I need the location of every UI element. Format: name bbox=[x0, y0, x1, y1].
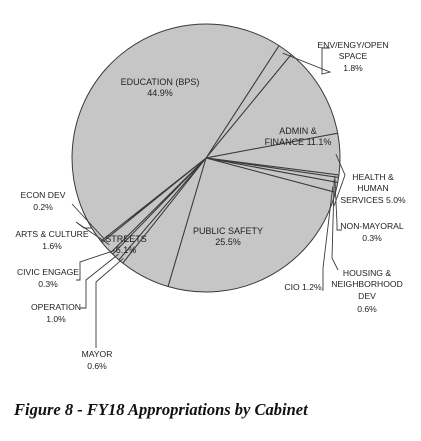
label-econ-value: 0.2% bbox=[33, 202, 53, 212]
leader-line-non-mayoral bbox=[334, 175, 342, 231]
label-nonmayoral-name: NON-MAYORAL bbox=[340, 221, 404, 231]
label-civic-value: 0.3% bbox=[38, 279, 58, 289]
leader-line-operation bbox=[80, 253, 119, 309]
pie-chart: EDUCATION (BPS) 44.9% ADMIN & FINANCE 11… bbox=[15, 23, 406, 371]
label-health-line3: SERVICES 5.0% bbox=[340, 195, 406, 205]
figure-caption: Figure 8 - FY18 Appropriations by Cabine… bbox=[14, 400, 308, 419]
label-health-line1: HEALTH & bbox=[352, 172, 394, 182]
label-arts-name: ARTS & CULTURE bbox=[15, 229, 88, 239]
leader-line-civic-engage bbox=[76, 249, 115, 281]
label-streets-name: STREETS bbox=[105, 234, 147, 244]
label-env-line1: ENV/ENGY/OPEN bbox=[317, 40, 388, 50]
leader-lines bbox=[71, 47, 346, 348]
leader-line-arts-culture bbox=[75, 221, 110, 246]
label-housing-line1: HOUSING & bbox=[343, 268, 391, 278]
label-env-value: 1.8% bbox=[343, 63, 363, 73]
leader-line-housing-neighborhood-dev bbox=[331, 179, 339, 271]
label-nonmayoral-value: 0.3% bbox=[362, 233, 382, 243]
label-housing-line2: NEIGHBORHOOD bbox=[331, 279, 403, 289]
pie-slice-public-safety bbox=[167, 157, 337, 293]
pie-slice-education-bps bbox=[71, 23, 280, 242]
label-housing-value: 0.6% bbox=[357, 304, 377, 314]
label-mayor-name: MAYOR bbox=[82, 349, 113, 359]
leader-line-mayor bbox=[95, 257, 124, 348]
leader-line-cio bbox=[322, 186, 334, 291]
label-admin-line1: ADMIN & bbox=[279, 126, 317, 136]
label-streets-value: 6.1% bbox=[116, 245, 137, 255]
label-operation-name: OPERATION bbox=[31, 302, 81, 312]
label-health-line2: HUMAN bbox=[357, 183, 389, 193]
label-housing-line3: DEV bbox=[358, 291, 376, 301]
leader-line-health-human-services bbox=[333, 154, 346, 207]
label-public-safety-value: 25.5% bbox=[215, 237, 241, 247]
label-cio: CIO 1.2% bbox=[284, 282, 322, 292]
label-operation-value: 1.0% bbox=[46, 314, 66, 324]
label-env-line2: SPACE bbox=[339, 51, 368, 61]
pie-slices bbox=[71, 23, 341, 293]
label-education-value: 44.9% bbox=[147, 88, 173, 98]
leader-line-env-engy-open-space bbox=[282, 47, 332, 75]
label-econ-name: ECON DEV bbox=[21, 190, 66, 200]
label-admin-line2: FINANCE 11.1% bbox=[265, 137, 332, 147]
label-arts-value: 1.6% bbox=[42, 241, 62, 251]
label-civic-name: CIVIC ENGAGE bbox=[17, 267, 79, 277]
label-mayor-value: 0.6% bbox=[87, 361, 107, 371]
leader-line-econ-dev bbox=[71, 203, 105, 240]
label-public-safety-name: PUBLIC SAFETY bbox=[193, 226, 263, 236]
pie-slice-admin-finance bbox=[205, 54, 339, 159]
label-education-name: EDUCATION (BPS) bbox=[121, 77, 200, 87]
